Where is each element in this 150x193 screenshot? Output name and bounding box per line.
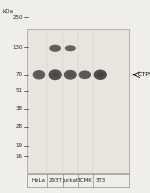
Text: 51: 51 [16,88,23,93]
Text: 130: 130 [12,45,23,50]
Ellipse shape [94,69,107,80]
Ellipse shape [65,45,76,51]
Ellipse shape [97,72,104,77]
Text: HeLa: HeLa [32,178,46,183]
Text: kDa: kDa [3,8,14,14]
Text: 38: 38 [16,106,23,111]
Ellipse shape [51,72,59,77]
Text: CTPS1: CTPS1 [137,72,150,77]
Text: Jurkat: Jurkat [62,178,78,183]
Text: 293T: 293T [48,178,62,183]
Text: 250: 250 [12,14,23,19]
Ellipse shape [67,73,74,77]
Text: 70: 70 [16,72,23,77]
Text: 16: 16 [16,154,23,159]
Ellipse shape [52,47,58,50]
Ellipse shape [67,47,73,50]
Ellipse shape [64,70,77,80]
Ellipse shape [49,45,61,52]
Bar [27,29,129,173]
Ellipse shape [36,73,42,77]
Ellipse shape [79,70,91,79]
Text: 19: 19 [16,143,23,148]
Ellipse shape [33,70,45,80]
Text: 3T3: 3T3 [95,178,105,183]
Ellipse shape [81,73,88,77]
Text: TCMK: TCMK [77,178,92,183]
Ellipse shape [49,69,62,80]
Text: 28: 28 [16,124,23,129]
